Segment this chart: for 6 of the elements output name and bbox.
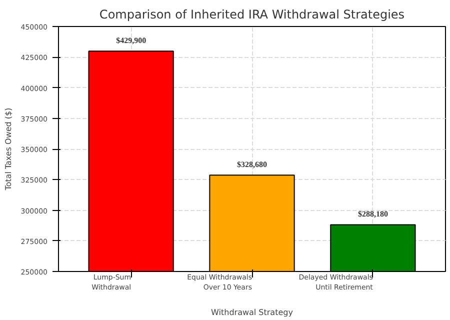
data-label: $328,680 [237, 160, 267, 170]
data-label: $288,180 [358, 210, 388, 219]
data-label: $429,900 [116, 36, 146, 46]
x-axis-title: Withdrawal Strategy [211, 308, 294, 318]
y-axis-title: Total Taxes Owed ($) [4, 108, 13, 192]
chart-title: Comparison of Inherited IRA Withdrawal Strategies [99, 8, 405, 22]
